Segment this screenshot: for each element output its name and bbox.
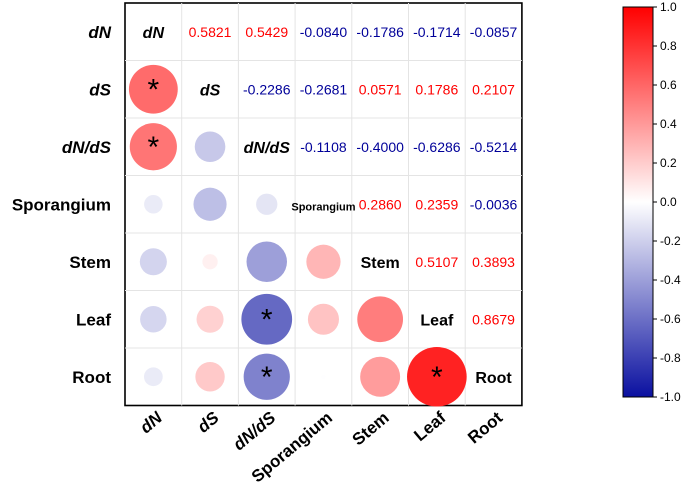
correlation-circle <box>360 356 401 397</box>
colorbar-tick-label: 0.0 <box>660 195 677 209</box>
correlation-circle <box>143 367 163 387</box>
diagonal-label: Stem <box>361 255 400 272</box>
correlation-circle <box>321 374 326 379</box>
correlation-value: 0.3893 <box>472 254 515 270</box>
significance-star: * <box>431 361 443 394</box>
colorbar-tick-label: 0.4 <box>660 117 677 131</box>
diagonal-label: dN <box>143 25 165 42</box>
colorbar-gradient <box>622 6 654 398</box>
colorbar-tick-label: 0.2 <box>660 156 677 170</box>
row-label-sporangium: Sporangium <box>12 195 111 214</box>
row-label-leaf: Leaf <box>76 310 111 329</box>
correlation-value: -0.1786 <box>356 24 404 40</box>
correlation-value: -0.0840 <box>300 24 348 40</box>
row-label-dn: dN <box>88 23 111 42</box>
correlation-value: 0.2359 <box>415 196 458 212</box>
diagonal-label: Root <box>475 370 512 387</box>
diagonal-label: dN/dS <box>244 140 291 157</box>
correlation-value: 0.5821 <box>189 24 232 40</box>
col-label-leaf: Leaf <box>410 408 449 445</box>
correlation-value: 0.0571 <box>359 81 402 97</box>
significance-star: * <box>148 131 160 164</box>
correlation-value: -0.0036 <box>470 196 518 212</box>
correlation-value: -0.5214 <box>470 139 518 155</box>
correlation-circle <box>306 244 341 279</box>
correlation-value: -0.4000 <box>356 139 404 155</box>
correlation-circle <box>129 123 177 171</box>
colorbar-tick-label: -0.4 <box>660 273 681 287</box>
col-label-stem: Stem <box>349 408 393 449</box>
correlation-value: 0.2107 <box>472 81 515 97</box>
diagonal-label: Leaf <box>420 312 454 329</box>
correlation-circle <box>357 296 404 343</box>
significance-star: * <box>261 361 273 394</box>
row-label-stem: Stem <box>69 253 111 272</box>
row-label-dn-ds: dN/dS <box>62 138 112 157</box>
diagonal-label: dS <box>200 82 221 99</box>
correlation-circle <box>196 305 224 333</box>
correlation-circle <box>195 362 225 392</box>
correlation-value: 0.8679 <box>472 311 515 327</box>
colorbar-tick-label: 0.6 <box>660 78 677 92</box>
correlation-value: -0.6286 <box>413 139 461 155</box>
col-label-root: Root <box>464 408 506 448</box>
correlation-value: -0.1108 <box>300 139 347 155</box>
plot-frame <box>124 2 523 407</box>
colorbar: 1.0 0.8 0.6 0.4 0.2 0.0 -0.2 -0.4 -0.6 -0.8 -1.0 <box>622 0 681 404</box>
correlation-circle <box>140 306 167 333</box>
correlation-circle <box>144 194 163 214</box>
correlation-circle <box>193 187 227 221</box>
colorbar-tick-label: -1.0 <box>660 390 681 404</box>
colorbar-tick-label: -0.6 <box>660 312 681 326</box>
significance-star: * <box>148 73 160 106</box>
correlation-value: -0.0857 <box>470 24 518 40</box>
row-label-ds: dS <box>89 80 111 99</box>
correlation-value: 0.5107 <box>415 254 458 270</box>
correlation-circle <box>256 193 278 215</box>
row-label-root: Root <box>72 368 111 387</box>
correlation-value: 0.5429 <box>245 24 288 40</box>
correlation-circle <box>307 303 339 335</box>
correlation-value: -0.1714 <box>413 24 461 40</box>
correlation-value: -0.2681 <box>300 81 348 97</box>
correlation-value: 0.2860 <box>359 196 402 212</box>
correlation-circle <box>243 353 290 400</box>
colorbar-tick-label: -0.8 <box>660 351 681 365</box>
diagonal-label: Sporangium <box>291 201 355 213</box>
correlation-circle <box>407 346 467 407</box>
correlation-circle <box>241 293 293 345</box>
colorbar-tick-label: -0.2 <box>660 234 681 248</box>
correlation-circle <box>194 131 226 163</box>
correlation-circle <box>246 241 287 282</box>
correlation-circle <box>202 254 218 270</box>
significance-star: * <box>261 303 273 336</box>
correlation-circle <box>139 248 167 276</box>
col-label-ds: dS <box>194 408 223 437</box>
correlation-value: 0.1786 <box>415 81 458 97</box>
col-label-dn-ds: dN/dS <box>229 408 279 455</box>
plot-area: dN 0.5821 0.5429 -0.0840 -0.1786 -0.1714 -0.08… <box>12 2 523 486</box>
col-label-dn: dN <box>136 408 166 438</box>
colorbar-tick-label: 0.8 <box>660 39 677 53</box>
colorbar-tick-label: 1.0 <box>660 0 677 14</box>
correlation-value: -0.2286 <box>243 81 291 97</box>
correlation-circle <box>128 64 178 114</box>
